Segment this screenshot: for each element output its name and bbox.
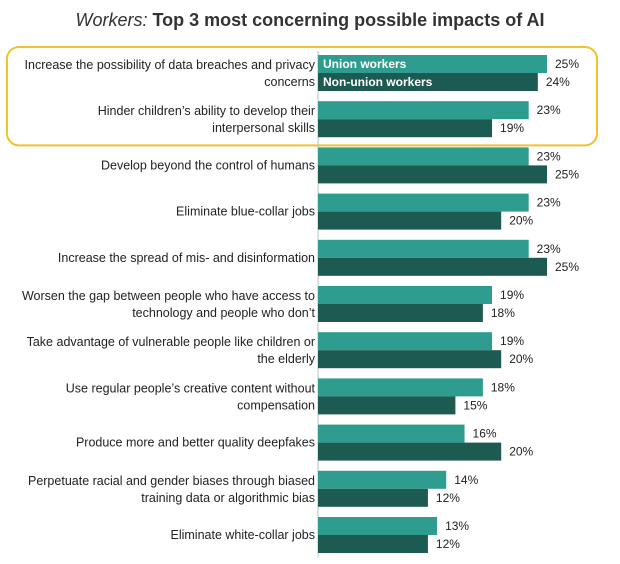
bar-nonunion	[318, 165, 547, 184]
category-label: Increase the spread of mis- and disinfor…	[58, 251, 315, 265]
data-label: 25%	[555, 167, 579, 181]
data-label: 18%	[491, 380, 515, 394]
category-label: Develop beyond the control of humans	[101, 158, 315, 172]
legend-union-workers: Union workers	[323, 57, 407, 71]
bar-nonunion	[318, 535, 428, 553]
chart-title-main: Top 3 most concerning possible impacts o…	[152, 10, 545, 30]
data-label: 20%	[509, 352, 533, 366]
bar-nonunion	[318, 396, 456, 415]
data-label: 15%	[463, 398, 487, 412]
data-label: 19%	[500, 334, 524, 348]
bar-union	[318, 424, 465, 443]
bar-nonunion	[318, 304, 483, 322]
category-label: Eliminate white-collar jobs	[170, 528, 315, 542]
bar-nonunion	[318, 350, 502, 369]
chart-title-prefix: Workers:	[75, 10, 148, 30]
bar-union	[318, 193, 529, 212]
bar-union	[318, 286, 493, 304]
data-label: 16%	[473, 427, 497, 441]
category-label: Take advantage of vulnerable people like…	[27, 335, 316, 366]
data-label: 20%	[509, 445, 533, 459]
bar-union	[318, 332, 493, 351]
data-label: 25%	[555, 260, 579, 274]
bar-union	[318, 470, 447, 489]
category-label: Eliminate blue-collar jobs	[176, 205, 315, 219]
category-label: Increase the possibility of data breache…	[25, 58, 316, 89]
category-label: Produce more and better quality deepfake…	[76, 436, 315, 450]
bar-nonunion	[318, 73, 538, 91]
data-label: 20%	[509, 214, 533, 228]
data-label: 19%	[500, 288, 524, 302]
data-label: 12%	[436, 491, 460, 505]
category-label: Hinder children’s ability to develop the…	[98, 104, 315, 135]
bar-nonunion	[318, 442, 502, 461]
data-label: 18%	[491, 306, 515, 320]
bar-nonunion	[318, 211, 502, 230]
bar-union	[318, 378, 483, 397]
highlight-box	[6, 46, 598, 147]
bar-union	[318, 147, 529, 166]
bar-union	[318, 517, 438, 535]
bar-nonunion	[318, 488, 428, 507]
data-label: 25%	[555, 57, 579, 71]
bar-nonunion	[318, 119, 493, 138]
bar-union	[318, 101, 529, 120]
data-label: 19%	[500, 121, 524, 135]
data-label: 23%	[537, 242, 561, 256]
legend-non-union-workers: Non-union workers	[323, 75, 433, 89]
category-label: Worsen the gap between people who have a…	[22, 289, 316, 320]
category-label: Perpetuate racial and gender biases thro…	[28, 474, 315, 505]
bar-union	[318, 239, 529, 258]
data-label: 14%	[454, 473, 478, 487]
data-label: 24%	[546, 75, 570, 89]
data-label: 23%	[537, 149, 561, 163]
data-label: 12%	[436, 537, 460, 551]
bar-union	[318, 55, 547, 73]
data-label: 23%	[537, 196, 561, 210]
bar-nonunion	[318, 257, 547, 276]
data-label: 23%	[537, 103, 561, 117]
category-label: Use regular people’s creative content wi…	[66, 381, 316, 412]
chart-title: Workers: Top 3 most concerning possible …	[0, 10, 620, 31]
data-label: 13%	[445, 519, 469, 533]
